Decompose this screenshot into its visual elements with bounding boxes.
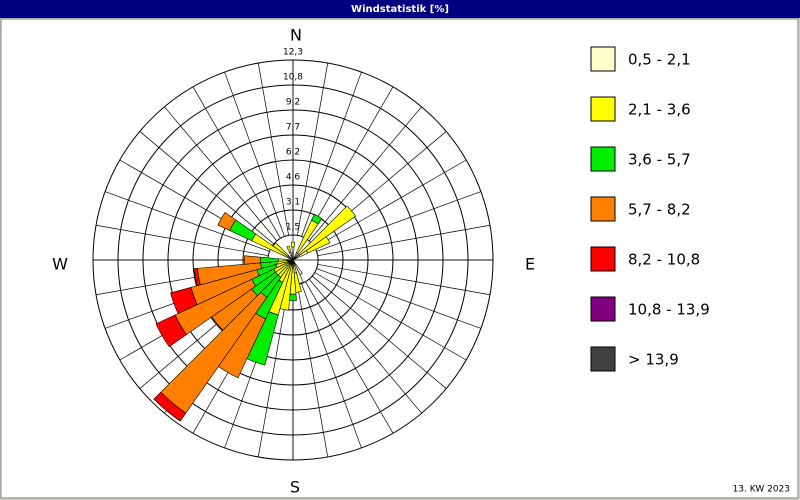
spoke xyxy=(314,159,467,248)
r-tick-label: 10,8 xyxy=(283,73,303,83)
compass-label: S xyxy=(290,478,300,497)
spoke xyxy=(308,106,422,242)
spoke xyxy=(164,106,278,242)
r-tick-label: 4,6 xyxy=(286,173,301,183)
title-bar xyxy=(0,0,800,18)
legend-swatch xyxy=(590,246,616,272)
grid-ring xyxy=(117,84,469,436)
r-tick-label: 12,3 xyxy=(283,48,303,58)
spoke xyxy=(224,71,285,237)
grid-ring xyxy=(167,134,419,386)
sector xyxy=(155,314,187,348)
r-tick-label: 9,2 xyxy=(286,98,300,108)
sector xyxy=(298,205,357,256)
sector xyxy=(289,293,297,301)
spoke xyxy=(296,284,329,458)
legend-label: 3,6 - 5,7 xyxy=(628,151,691,169)
legend-label: 2,1 - 3,6 xyxy=(628,101,691,119)
spoke xyxy=(311,275,447,389)
compass-label: E xyxy=(525,255,535,274)
sector xyxy=(305,236,331,254)
legend-swatch xyxy=(590,146,616,172)
sector xyxy=(170,286,198,314)
legend-swatch xyxy=(590,96,616,122)
grid-ring xyxy=(92,59,494,461)
spoke xyxy=(95,224,269,257)
sector xyxy=(311,213,323,225)
spoke xyxy=(257,284,290,458)
r-tick-label: 3,1 xyxy=(286,198,300,208)
grid-ring xyxy=(217,184,369,336)
legend-label: 10,8 - 13,9 xyxy=(628,301,710,319)
legend-label: 8,2 - 10,8 xyxy=(628,251,700,269)
legend-label: 0,5 - 2,1 xyxy=(628,51,691,69)
spoke xyxy=(317,263,491,296)
sector xyxy=(291,241,295,248)
spoke xyxy=(305,281,394,434)
spoke xyxy=(301,71,362,237)
legend-swatch xyxy=(590,296,616,322)
sector xyxy=(272,242,289,257)
spoke xyxy=(316,268,482,329)
r-tick-label: 1,5 xyxy=(286,223,300,233)
legend-label: > 13,9 xyxy=(628,351,679,369)
spoke xyxy=(317,224,491,257)
r-tick-label: 7,7 xyxy=(286,123,300,133)
spoke xyxy=(104,191,270,252)
spoke xyxy=(305,86,394,239)
footer: 13. KW 2023 xyxy=(733,485,790,495)
grid-ring xyxy=(142,109,444,411)
grid-ring xyxy=(242,209,344,311)
sector xyxy=(153,391,187,422)
sector xyxy=(243,255,261,265)
plot-panel xyxy=(0,18,799,499)
spoke xyxy=(296,62,329,236)
spoke xyxy=(192,86,281,239)
sector xyxy=(193,268,201,287)
spoke xyxy=(257,62,290,236)
chart-title: Windstatistik [%] xyxy=(351,4,449,15)
compass-label: N xyxy=(290,26,302,45)
sector xyxy=(217,212,237,231)
spoke xyxy=(314,272,467,361)
spoke xyxy=(308,278,422,414)
legend-swatch xyxy=(590,196,616,222)
sector xyxy=(286,245,292,254)
spoke xyxy=(316,191,482,252)
legend-swatch xyxy=(590,46,616,72)
r-tick-label: 6,2 xyxy=(286,148,300,158)
legend-swatch xyxy=(590,346,616,372)
spoke xyxy=(139,131,275,245)
legend-label: 5,7 - 8,2 xyxy=(628,201,691,219)
compass-label: W xyxy=(52,255,68,274)
grid-ring xyxy=(192,159,394,361)
spoke xyxy=(301,283,362,449)
